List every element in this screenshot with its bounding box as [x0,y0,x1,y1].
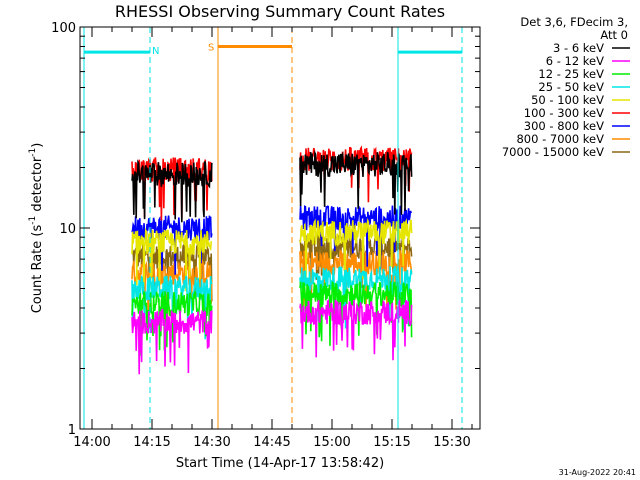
series-trace [131,308,213,375]
series-trace [299,150,413,215]
x-tick-label: 15:30 [433,435,470,450]
x-axis-label: Start Time (14-Apr-17 13:58:42) [176,456,384,471]
legend-entry-label: 300 - 800 keV [524,119,604,133]
x-tick-label: 14:45 [253,435,290,450]
legend-entry-label: 100 - 300 keV [524,106,604,120]
series-trace [299,280,413,346]
event-label: S [208,42,214,53]
series-trace [131,159,213,223]
y-axis-ticks: 1 10 100 [51,21,480,438]
plot-series-group [131,145,413,375]
series-trace [131,241,213,302]
x-tick-label: 15:15 [373,435,410,450]
x-tick-label: 14:15 [133,435,170,450]
legend-entry-label: 12 - 25 keV [538,67,604,81]
series-trace [299,217,413,285]
legend-entry-label: 7000 - 15000 keV [502,145,604,159]
series-trace [299,145,413,203]
y-tick-label: 100 [51,21,76,36]
chart-title: RHESSI Observing Summary Count Rates [115,2,445,21]
x-tick-label: 14:30 [193,435,230,450]
series-trace [299,205,413,270]
legend-entry-label: 25 - 50 keV [538,80,604,94]
legend-entry-label: 6 - 12 keV [546,54,604,68]
x-tick-label: 14:00 [73,435,110,450]
event-label: N [152,46,159,57]
series-trace [131,227,212,292]
series-trace [299,298,413,361]
footer-timestamp: 31-Aug-2022 20:41 [559,468,636,477]
y-tick-label: 10 [59,222,76,237]
legend-header-line-1: Det 3,6, FDecim 3, [520,15,628,29]
legend-entry-label: 50 - 100 keV [531,93,604,107]
x-axis-ticks: 14:00 14:15 14:30 14:45 15:00 15:15 15:30 [73,27,473,450]
legend-entry-label: 800 - 7000 keV [516,132,604,146]
x-tick-label: 15:00 [313,435,350,450]
legend-header-line-2: Att 0 [600,28,628,42]
y-axis-label: Count Rate (s-1 detector-1) [28,143,45,314]
y-tick-label: 1 [68,423,76,438]
legend-entry-label: 3 - 6 keV [553,41,604,55]
